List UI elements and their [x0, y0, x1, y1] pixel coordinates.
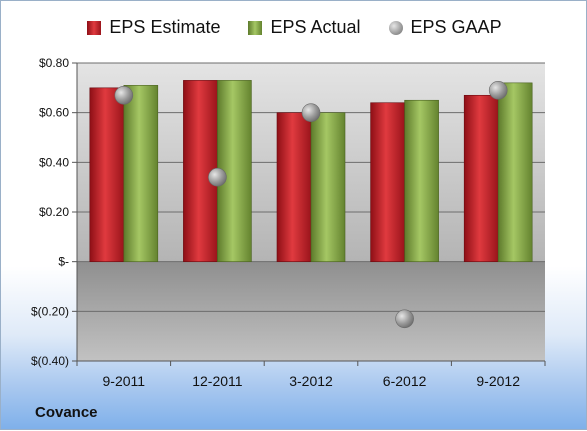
bar-eps-actual [123, 85, 159, 262]
legend-label-eps-estimate: EPS Estimate [109, 17, 221, 37]
x-tick-label: 9-2012 [476, 373, 520, 389]
company-name: Covance [35, 404, 98, 421]
y-tick-label: $0.60 [39, 106, 69, 120]
marker-eps-gaap [488, 81, 508, 100]
legend-label-eps-actual: EPS Actual [270, 17, 361, 37]
legend-swatch-eps-actual [248, 20, 263, 35]
y-tick-label: $(0.40) [31, 354, 69, 368]
legend-swatch-eps-estimate [87, 20, 102, 35]
x-tick-label: 9-2011 [103, 373, 146, 389]
x-tick-label: 12-2011 [192, 373, 243, 389]
y-tick-label: $0.40 [39, 155, 69, 169]
bar-eps-estimate [370, 102, 405, 262]
bar-eps-estimate [276, 112, 312, 262]
x-tick-label: 6-2012 [383, 373, 427, 389]
legend: EPS Estimate EPS Actual EPS GAAP [1, 17, 587, 38]
x-tick-label: 3-2012 [289, 373, 333, 389]
y-tick-label: $- [58, 255, 69, 269]
marker-eps-gaap [301, 103, 321, 122]
bar-eps-actual [310, 112, 346, 262]
legend-item-eps-estimate[interactable]: EPS Estimate [87, 17, 220, 38]
marker-eps-gaap [114, 85, 134, 105]
bar-eps-actual [497, 82, 533, 262]
bar-eps-estimate [89, 87, 125, 262]
legend-label-eps-gaap: EPS GAAP [410, 17, 502, 37]
legend-item-eps-actual[interactable]: EPS Actual [248, 17, 361, 38]
marker-eps-gaap [395, 309, 414, 329]
bar-eps-estimate [463, 94, 499, 262]
y-tick-label: $0.20 [39, 205, 69, 219]
y-tick-label: $(0.20) [31, 304, 69, 318]
y-tick-label: $0.80 [39, 56, 69, 70]
bar-eps-actual [404, 99, 439, 262]
marker-eps-gaap [208, 167, 227, 187]
legend-swatch-eps-gaap [388, 20, 403, 35]
legend-item-eps-gaap[interactable]: EPS GAAP [388, 17, 502, 38]
